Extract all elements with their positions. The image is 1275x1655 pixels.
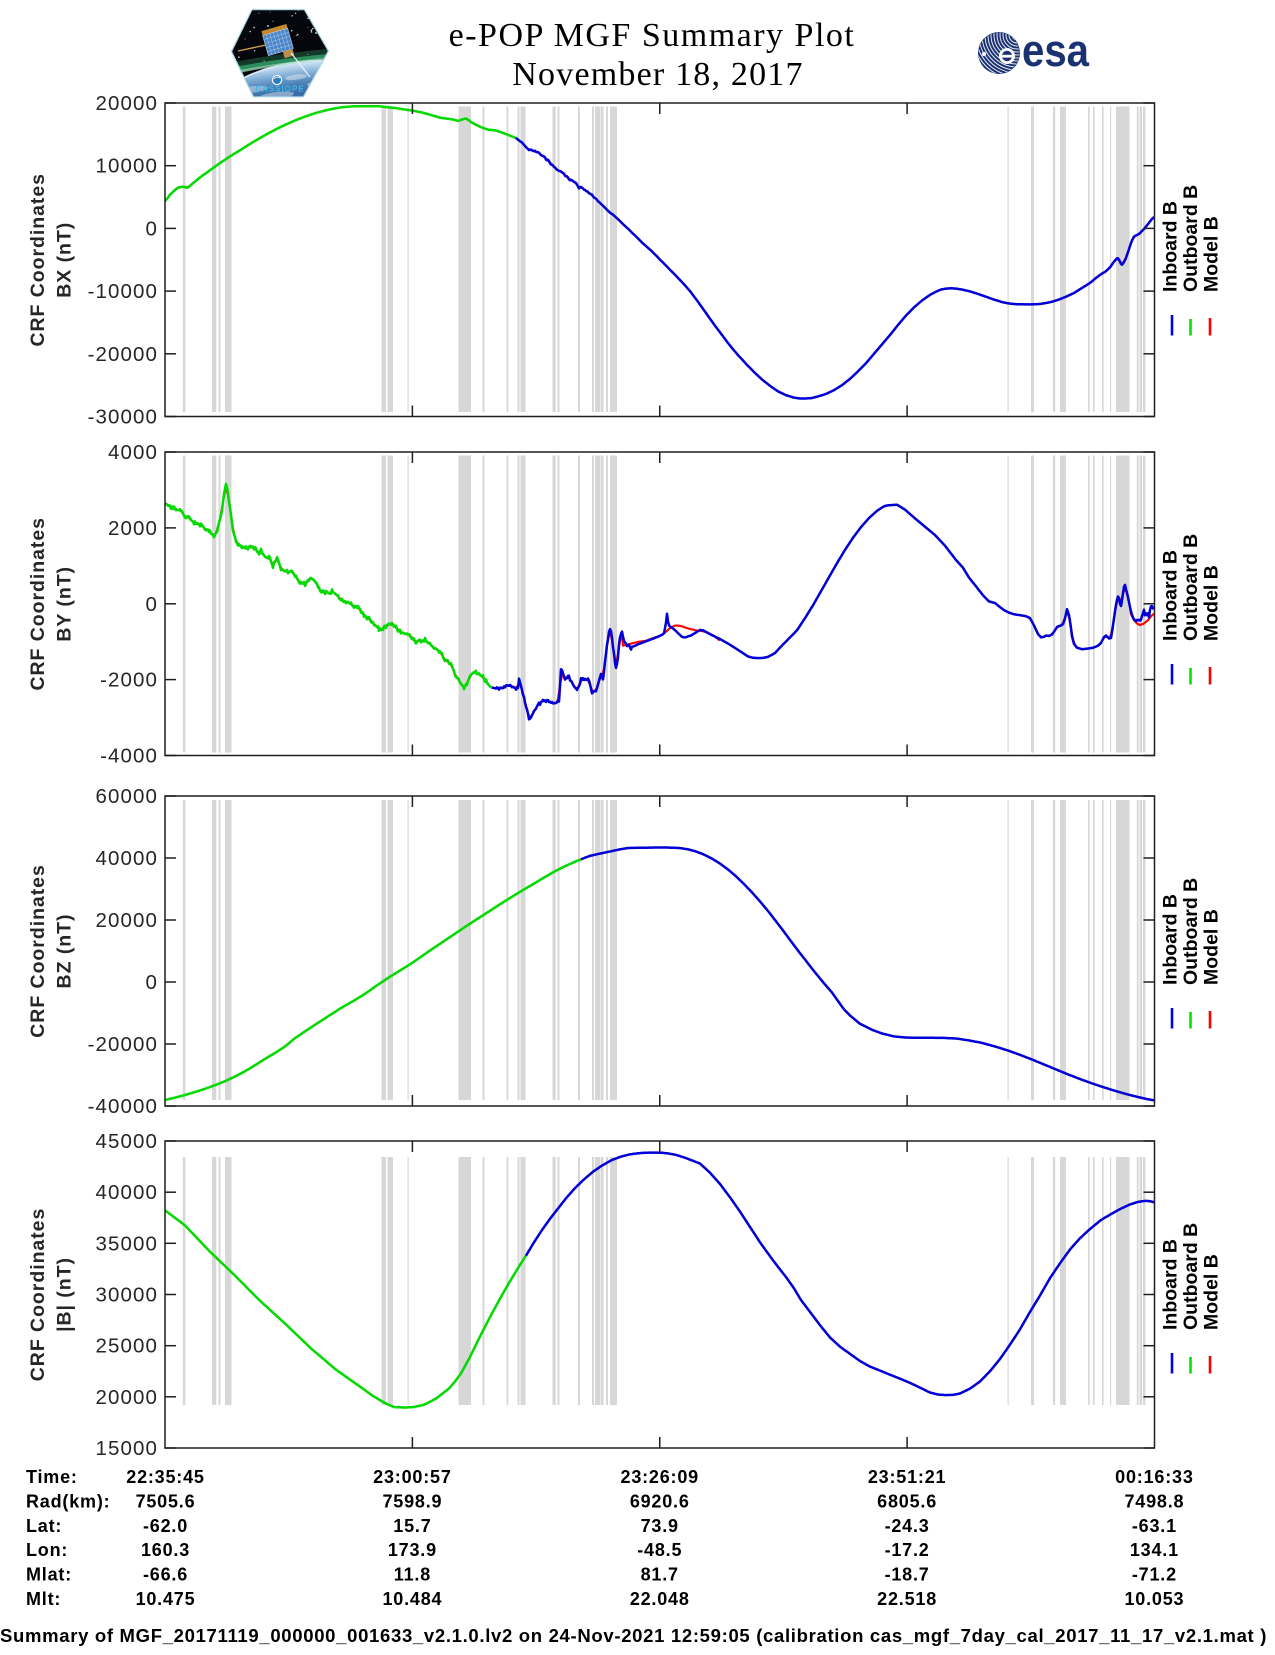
svg-text:23:00:57: 23:00:57	[373, 1467, 451, 1487]
svg-text:7598.9: 7598.9	[382, 1491, 442, 1511]
svg-text:-63.1: -63.1	[1132, 1516, 1177, 1536]
svg-text:e-POP MGF Summary Plot: e-POP MGF Summary Plot	[449, 17, 856, 54]
svg-text:22.048: 22.048	[630, 1589, 690, 1609]
svg-text:0: 0	[145, 971, 158, 994]
svg-text:CASSIOPE: CASSIOPE	[255, 85, 304, 94]
svg-text:173.9: 173.9	[388, 1540, 437, 1560]
svg-text:160.3: 160.3	[141, 1540, 190, 1560]
svg-text:Time:: Time:	[26, 1467, 78, 1487]
svg-text:81.7: 81.7	[641, 1565, 679, 1585]
svg-text:0: 0	[145, 217, 158, 240]
svg-text:23:26:09: 23:26:09	[621, 1467, 699, 1487]
svg-text:15000: 15000	[95, 1437, 158, 1460]
svg-text:-66.6: -66.6	[143, 1565, 188, 1585]
svg-text:10.053: 10.053	[1124, 1589, 1184, 1609]
svg-text:Inboard B: Inboard B	[1160, 550, 1182, 641]
svg-text:Model B: Model B	[1201, 1254, 1223, 1330]
svg-text:0: 0	[145, 593, 158, 616]
svg-text:Lat:: Lat:	[26, 1516, 62, 1536]
svg-text:20000: 20000	[95, 1386, 158, 1409]
svg-text:10.475: 10.475	[136, 1589, 196, 1609]
svg-text:-20000: -20000	[88, 1033, 158, 1056]
svg-text:CRF Coordinates: CRF Coordinates	[27, 173, 49, 347]
svg-text:-40000: -40000	[88, 1095, 158, 1118]
svg-text:Outboard B: Outboard B	[1180, 534, 1202, 641]
svg-text:60000: 60000	[95, 785, 158, 808]
svg-text:Model B: Model B	[1201, 909, 1223, 985]
svg-text:CRF Coordinates: CRF Coordinates	[27, 517, 49, 691]
svg-text:BZ (nT): BZ (nT)	[54, 914, 76, 989]
svg-text:35000: 35000	[95, 1232, 158, 1255]
svg-text:|B| (nT): |B| (nT)	[54, 1257, 76, 1332]
svg-text:-30000: -30000	[88, 406, 158, 429]
svg-text:30000: 30000	[95, 1284, 158, 1307]
svg-text:November 18, 2017: November 18, 2017	[512, 56, 803, 93]
svg-text:23:51:21: 23:51:21	[868, 1467, 946, 1487]
svg-text:7505.6: 7505.6	[136, 1491, 196, 1511]
svg-text:25000: 25000	[95, 1335, 158, 1358]
svg-text:-48.5: -48.5	[637, 1540, 682, 1560]
svg-text:Model B: Model B	[1201, 565, 1223, 641]
svg-text:20000: 20000	[95, 92, 158, 115]
svg-text:6920.6: 6920.6	[630, 1491, 690, 1511]
svg-text:BY (nT): BY (nT)	[54, 566, 76, 642]
svg-text:134.1: 134.1	[1130, 1540, 1179, 1560]
svg-text:Outboard B: Outboard B	[1180, 1223, 1202, 1330]
svg-text:00:16:33: 00:16:33	[1115, 1467, 1193, 1487]
svg-text:-24.3: -24.3	[885, 1516, 930, 1536]
svg-text:Inboard B: Inboard B	[1160, 1239, 1182, 1330]
svg-text:40000: 40000	[95, 847, 158, 870]
svg-text:-4000: -4000	[100, 745, 158, 768]
svg-text:-62.0: -62.0	[143, 1516, 188, 1536]
svg-text:Lon:: Lon:	[26, 1540, 68, 1560]
svg-text:73.9: 73.9	[641, 1516, 679, 1536]
svg-text:10000: 10000	[95, 155, 158, 178]
svg-text:15.7: 15.7	[393, 1516, 431, 1536]
svg-text:Outboard B: Outboard B	[1180, 878, 1202, 985]
svg-text:7498.8: 7498.8	[1124, 1491, 1184, 1511]
svg-text:esa: esa	[1022, 25, 1090, 76]
svg-text:Rad(km):: Rad(km):	[26, 1491, 110, 1511]
svg-text:Mlat:: Mlat:	[26, 1565, 72, 1585]
svg-text:CRF Coordinates: CRF Coordinates	[27, 1208, 49, 1382]
svg-text:10.484: 10.484	[382, 1589, 442, 1609]
svg-text:-18.7: -18.7	[885, 1565, 930, 1585]
svg-text:Mlt:: Mlt:	[26, 1589, 61, 1609]
svg-text:-2000: -2000	[100, 669, 158, 692]
svg-text:-71.2: -71.2	[1132, 1565, 1177, 1585]
svg-text:11.8: 11.8	[394, 1565, 431, 1585]
svg-text:-10000: -10000	[88, 280, 158, 303]
svg-text:-17.2: -17.2	[885, 1540, 930, 1560]
svg-text:Outboard B: Outboard B	[1180, 185, 1202, 292]
svg-text:-20000: -20000	[88, 343, 158, 366]
svg-text:BX (nT): BX (nT)	[54, 222, 76, 298]
svg-text:20000: 20000	[95, 909, 158, 932]
svg-text:Summary of MGF_20171119_000000: Summary of MGF_20171119_000000_001633_v2…	[0, 1625, 1267, 1646]
svg-text:6805.6: 6805.6	[877, 1491, 937, 1511]
svg-text:45000: 45000	[95, 1130, 158, 1153]
svg-text:40000: 40000	[95, 1181, 158, 1204]
svg-text:4000: 4000	[108, 441, 158, 464]
svg-text:Model B: Model B	[1201, 216, 1223, 292]
svg-text:Inboard B: Inboard B	[1160, 201, 1182, 292]
svg-text:Inboard B: Inboard B	[1160, 894, 1182, 985]
svg-text:22:35:45: 22:35:45	[126, 1467, 204, 1487]
svg-text:CRF Coordinates: CRF Coordinates	[27, 864, 49, 1038]
svg-text:22.518: 22.518	[877, 1589, 937, 1609]
svg-text:2000: 2000	[108, 517, 158, 540]
